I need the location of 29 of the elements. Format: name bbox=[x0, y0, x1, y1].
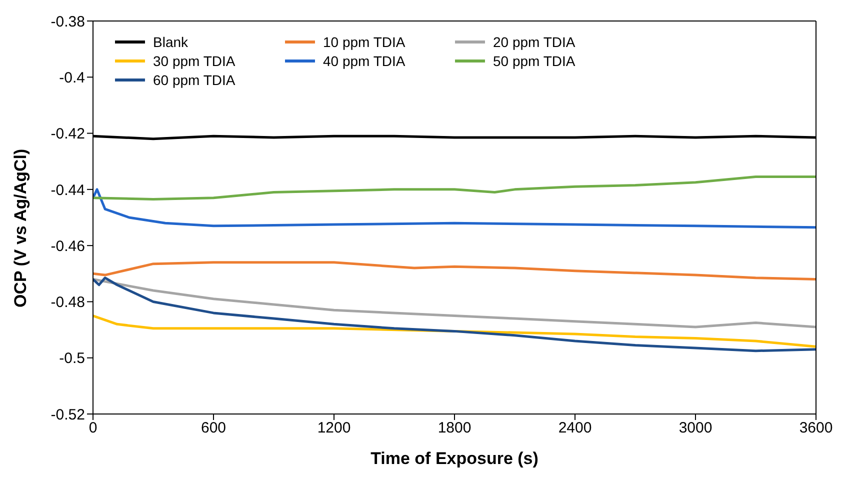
x-tick-label: 2400 bbox=[558, 420, 592, 437]
y-tick-label: -0.5 bbox=[59, 350, 85, 368]
x-tick-label: 1800 bbox=[438, 420, 472, 437]
y-tick-label: -0.38 bbox=[50, 13, 85, 30]
y-tick-label: -0.46 bbox=[50, 238, 85, 255]
x-tick-label: 1200 bbox=[317, 420, 351, 437]
x-tick-label: 600 bbox=[200, 420, 226, 437]
legend-label: 50 ppm TDIA bbox=[493, 53, 576, 69]
x-tick-label: 3600 bbox=[799, 420, 833, 437]
line-series bbox=[93, 276, 816, 352]
line-series bbox=[93, 176, 816, 201]
y-tick-label: -0.4 bbox=[59, 69, 85, 86]
legend-label: 40 ppm TDIA bbox=[323, 53, 406, 69]
line-series bbox=[93, 188, 816, 229]
x-tick-label: 0 bbox=[88, 420, 98, 437]
x-axis-title: Time of Exposure (s) bbox=[370, 449, 538, 468]
y-axis-title: OCP (V vs Ag/AgCl) bbox=[11, 148, 30, 308]
legend-label: 20 ppm TDIA bbox=[493, 34, 576, 50]
legend-label: Blank bbox=[153, 34, 188, 50]
y-tick-label: -0.48 bbox=[50, 294, 85, 312]
legend-label: 10 ppm TDIA bbox=[323, 34, 406, 50]
y-tick-label: -0.44 bbox=[50, 182, 85, 199]
y-tick-label: -0.42 bbox=[50, 126, 85, 143]
legend-label: 30 ppm TDIA bbox=[153, 53, 236, 69]
line-series bbox=[93, 278, 816, 328]
line-series bbox=[93, 261, 816, 281]
y-tick-label: -0.52 bbox=[50, 406, 85, 424]
x-tick-label: 3000 bbox=[678, 420, 712, 437]
legend-label: 60 ppm TDIA bbox=[153, 72, 236, 88]
